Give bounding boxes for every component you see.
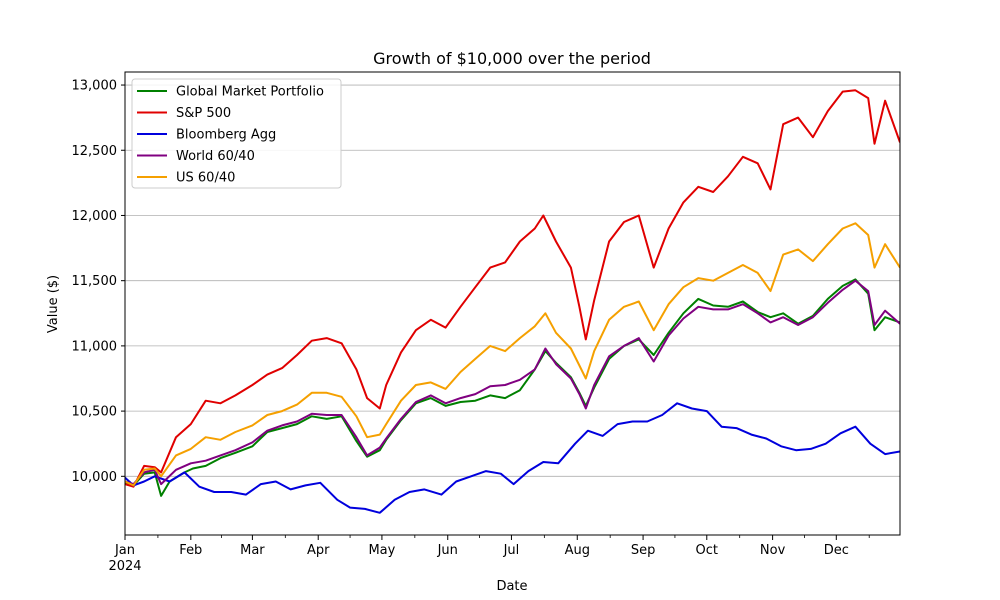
x-tick-label: Dec [824, 543, 849, 558]
x-tick-label: Feb [179, 543, 202, 558]
y-tick-label: 11,000 [72, 339, 118, 354]
y-tick-label: 12,500 [72, 144, 118, 159]
y-tick-label: 13,000 [72, 79, 118, 94]
series-line-bloomberg-agg [125, 402, 900, 514]
x-tick-label: Mar [240, 543, 265, 558]
legend: Global Market Portfolio S&P 500 Bloomberg … [131, 78, 342, 189]
legend-item: Global Market Portfolio [137, 85, 324, 100]
legend-label: Bloomberg Agg [176, 128, 276, 143]
series-line-s-p-500 [125, 89, 900, 488]
x-tick-label: Sep [631, 543, 656, 558]
series-line-global-market-portfolio [125, 278, 900, 497]
y-tick-label: 10,500 [72, 405, 118, 420]
legend-item: S&P 500 [137, 106, 231, 121]
y-axis-title: Value ($) [46, 275, 61, 333]
x-tick-label: Jul [503, 543, 520, 558]
y-tick-label: 12,000 [72, 209, 118, 224]
legend-label: S&P 500 [176, 106, 231, 121]
x-tick-label: May [368, 543, 395, 558]
legend-item: World 60/40 [137, 149, 255, 164]
series-line-us-60-40 [125, 222, 900, 487]
x-tick-label: Nov [760, 543, 786, 558]
x-tick-label: Jan [114, 543, 135, 558]
legend-label: US 60/40 [176, 171, 235, 186]
legend-item: US 60/40 [137, 171, 235, 186]
series-line-world-60-40 [125, 279, 900, 486]
legend-box [131, 78, 342, 189]
legend-label: Global Market Portfolio [176, 85, 324, 100]
legend-items: Global Market Portfolio S&P 500 Bloomberg … [137, 85, 324, 186]
x-tick-label: Apr [307, 543, 330, 558]
plot-frame [124, 71, 901, 536]
x-tick-label: Oct [696, 543, 718, 558]
x-axis-title: Date [496, 579, 527, 594]
legend-item: Bloomberg Agg [137, 128, 276, 143]
legend-label: World 60/40 [176, 149, 255, 164]
x-tick-sublabel: 2024 [108, 559, 141, 574]
series-lines [125, 89, 900, 514]
chart-title: Growth of $10,000 over the period [373, 49, 651, 68]
x-tick-label: Jun [437, 543, 458, 558]
y-tick-label: 11,500 [72, 274, 118, 289]
y-axis-ticks: 10,000 10,500 11,000 11,500 12,000 12,500 13,0… [72, 79, 125, 485]
x-tick-label: Aug [565, 543, 590, 558]
y-tick-label: 10,000 [72, 470, 118, 485]
